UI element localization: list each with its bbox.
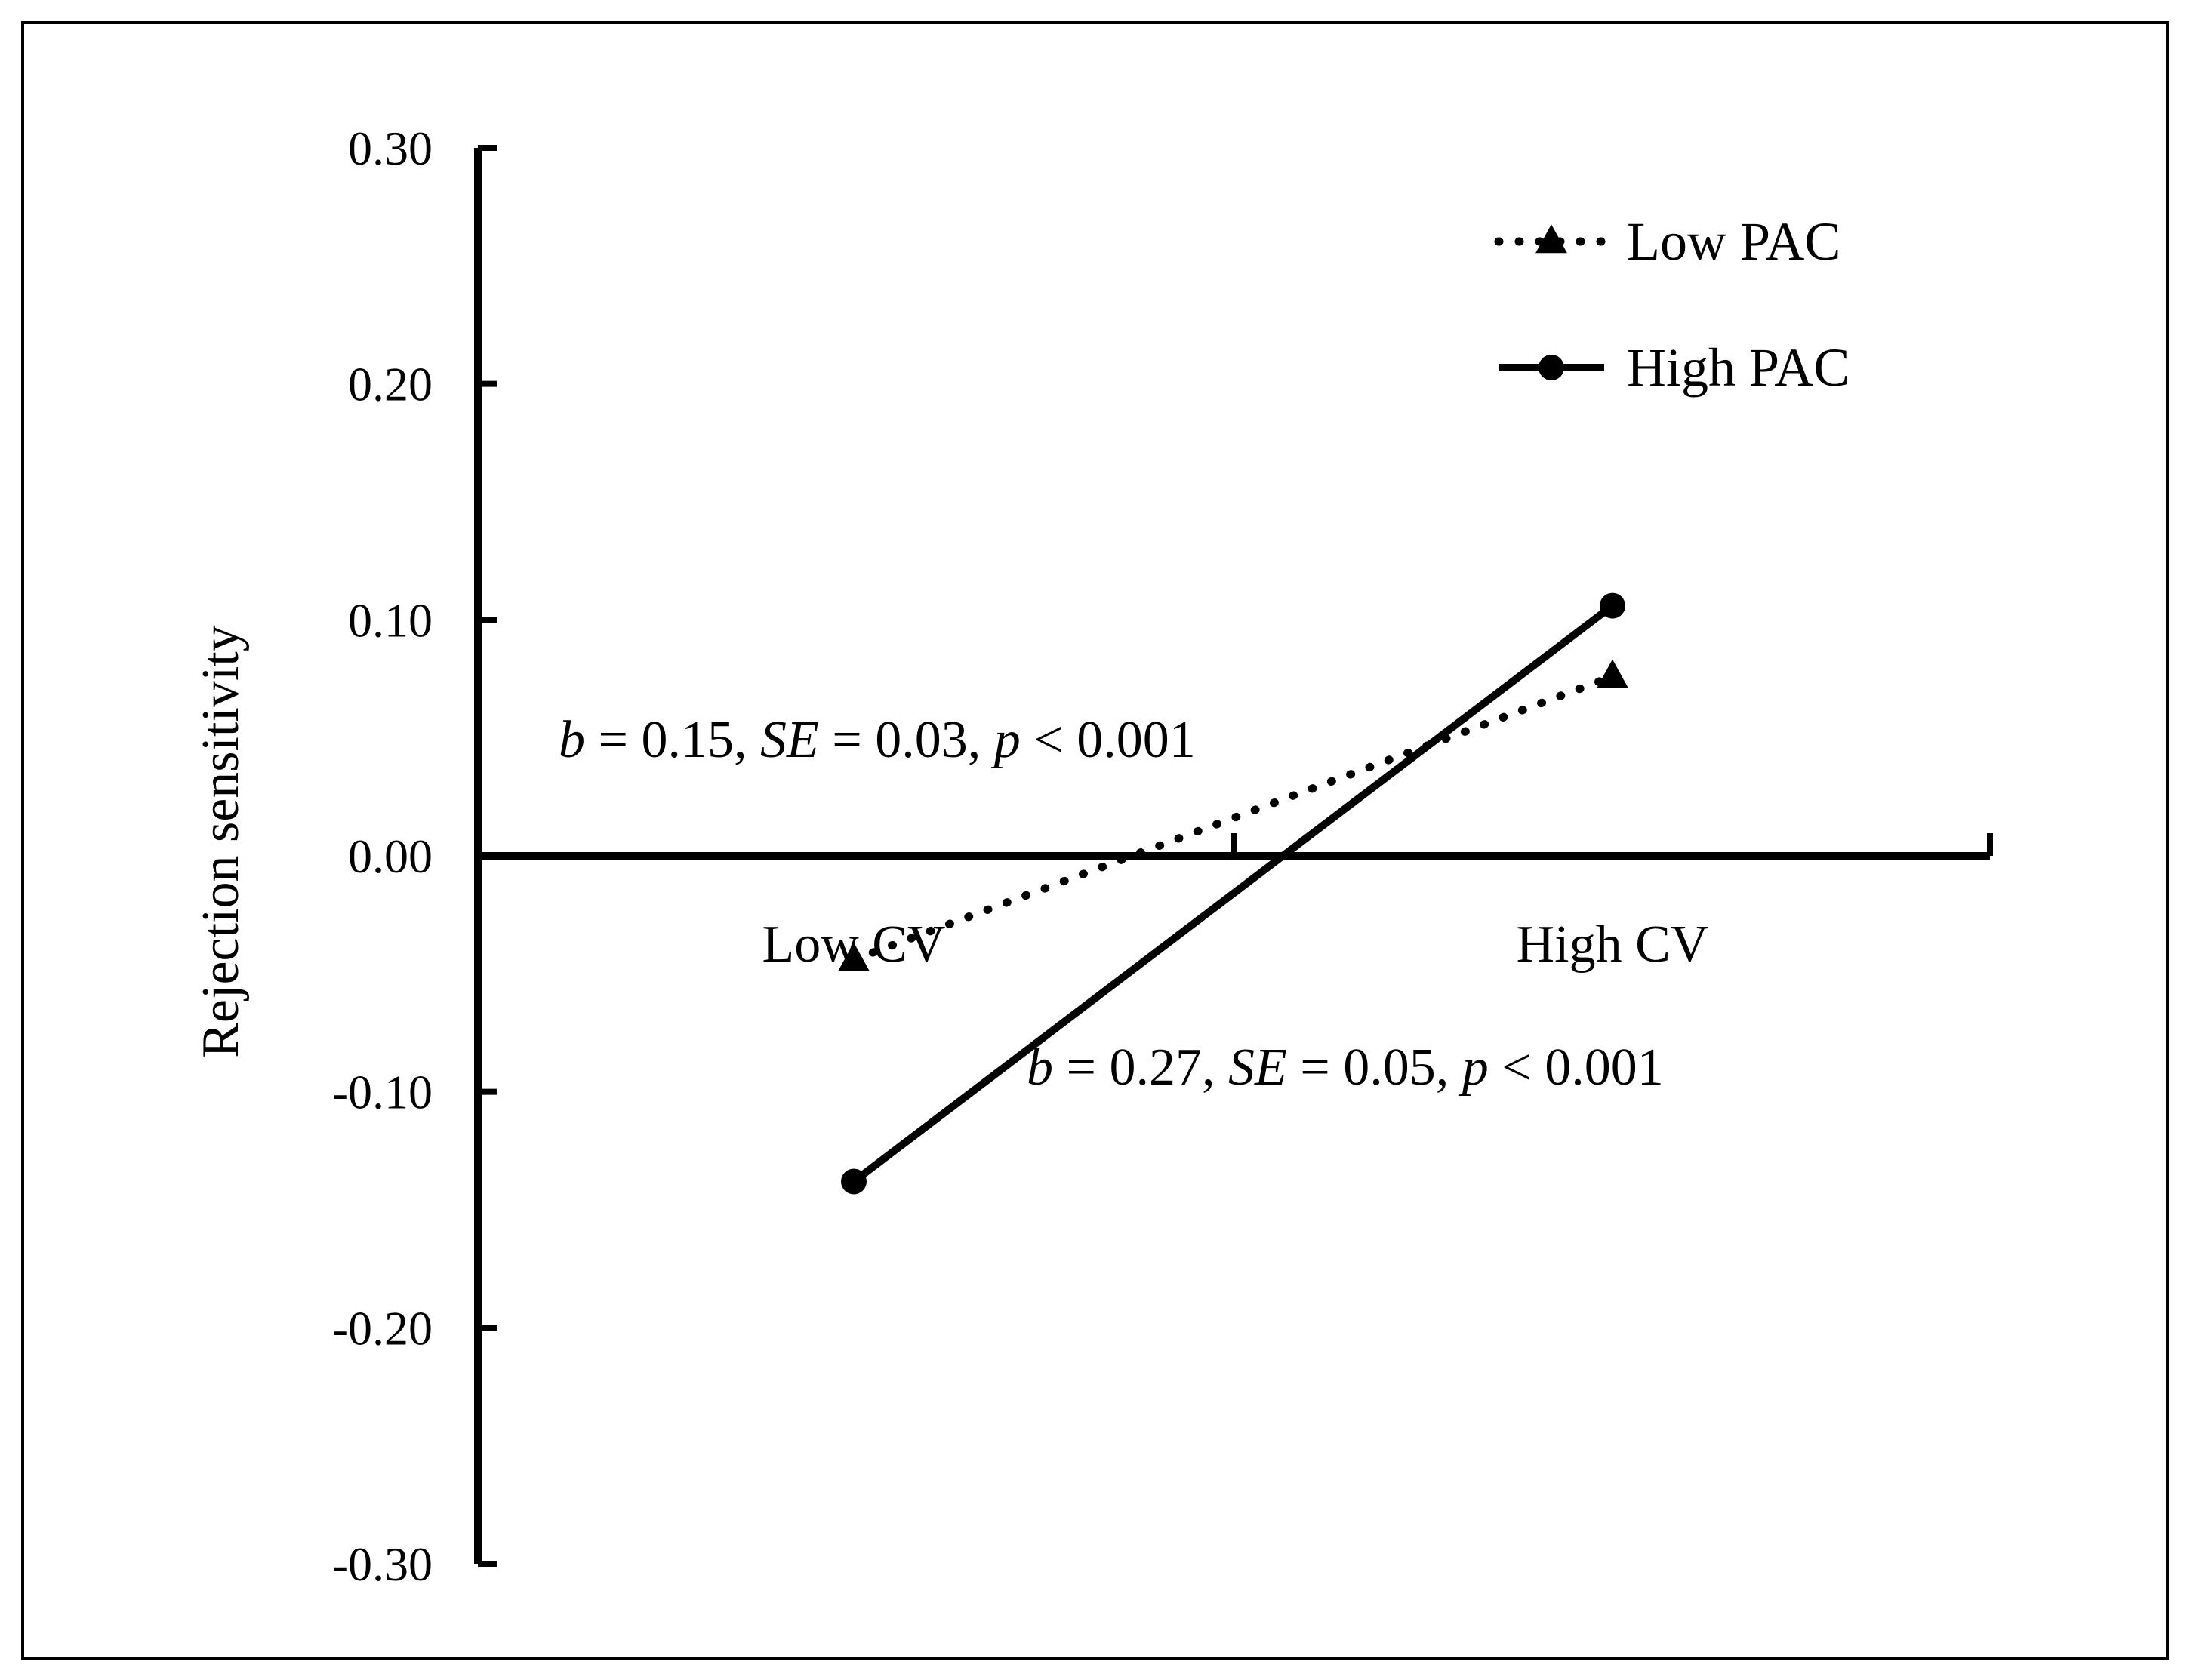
stat-value: = 0.05, <box>1287 1038 1462 1097</box>
y-tick-label: 0.00 <box>348 829 433 883</box>
y-tick-label: 0.10 <box>348 593 433 647</box>
stat-value: = 0.27, <box>1053 1038 1228 1097</box>
y-tick-label: 0.30 <box>348 122 433 175</box>
stat-symbol: SE <box>760 711 819 769</box>
legend-item: High PAC <box>1499 337 1850 398</box>
stat-symbol: p <box>1458 1038 1489 1097</box>
chart-frame <box>21 21 2169 1660</box>
y-tick-label: -0.30 <box>332 1537 433 1591</box>
stat-symbol: p <box>990 711 1021 769</box>
stat-value: < 0.001 <box>1021 711 1196 769</box>
legend-item: Low PAC <box>1494 211 1840 272</box>
y-tick-label: -0.20 <box>332 1301 433 1355</box>
triangle-marker <box>838 942 870 971</box>
series-line <box>849 672 1617 965</box>
legend-label: Low PAC <box>1627 211 1840 272</box>
x-category-label: High CV <box>1517 915 1709 974</box>
triangle-marker <box>1535 224 1567 254</box>
series-line <box>851 602 1616 1185</box>
stat-value: = 0.15, <box>585 711 760 769</box>
series-low-pac <box>838 659 1628 971</box>
stat-symbol: b <box>1027 1038 1053 1097</box>
stat-symbol: b <box>559 711 585 769</box>
stat-annotation: b = 0.15, SE = 0.03, p < 0.001 <box>559 711 1196 769</box>
y-tick-label: 0.20 <box>348 358 433 411</box>
stat-annotation: b = 0.27, SE = 0.05, p < 0.001 <box>1027 1038 1664 1097</box>
stat-value: = 0.03, <box>819 711 994 769</box>
circle-marker <box>1600 592 1625 619</box>
circle-marker <box>1539 355 1564 380</box>
stat-value: < 0.001 <box>1489 1038 1664 1097</box>
stat-symbol: SE <box>1228 1038 1287 1097</box>
legend-label: High PAC <box>1627 337 1850 398</box>
y-tick-label: -0.10 <box>332 1066 433 1119</box>
triangle-marker <box>1597 659 1628 688</box>
series-high-pac <box>841 592 1625 1195</box>
legend: Low PAC High PAC <box>1494 211 1850 398</box>
circle-marker <box>841 1168 867 1195</box>
series-layer <box>838 592 1628 1195</box>
y-axis-label: Rejection sensitivity <box>192 625 250 1058</box>
